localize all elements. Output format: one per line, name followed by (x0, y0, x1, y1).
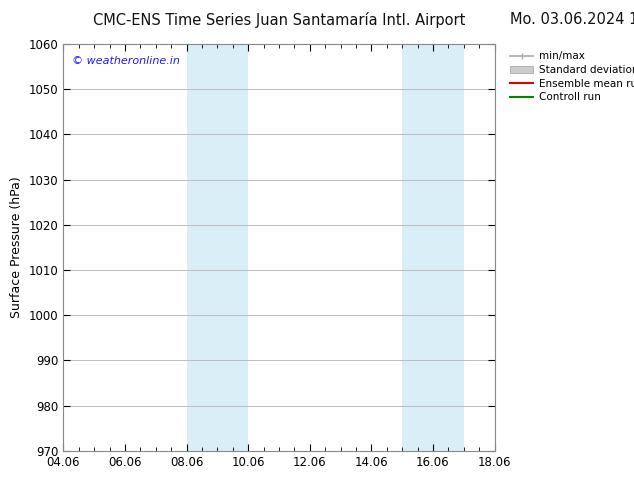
Y-axis label: Surface Pressure (hPa): Surface Pressure (hPa) (10, 176, 23, 318)
Bar (186, 44, 248, 451)
Text: Mo. 03.06.2024 10 UTC: Mo. 03.06.2024 10 UTC (510, 12, 634, 27)
Legend: min/max, Standard deviation, Ensemble mean run, Controll run: min/max, Standard deviation, Ensemble me… (508, 49, 634, 104)
Text: © weatheronline.in: © weatheronline.in (72, 56, 180, 66)
Bar (402, 44, 463, 451)
Text: CMC-ENS Time Series Juan Santamaría Intl. Airport: CMC-ENS Time Series Juan Santamaría Intl… (93, 12, 465, 28)
